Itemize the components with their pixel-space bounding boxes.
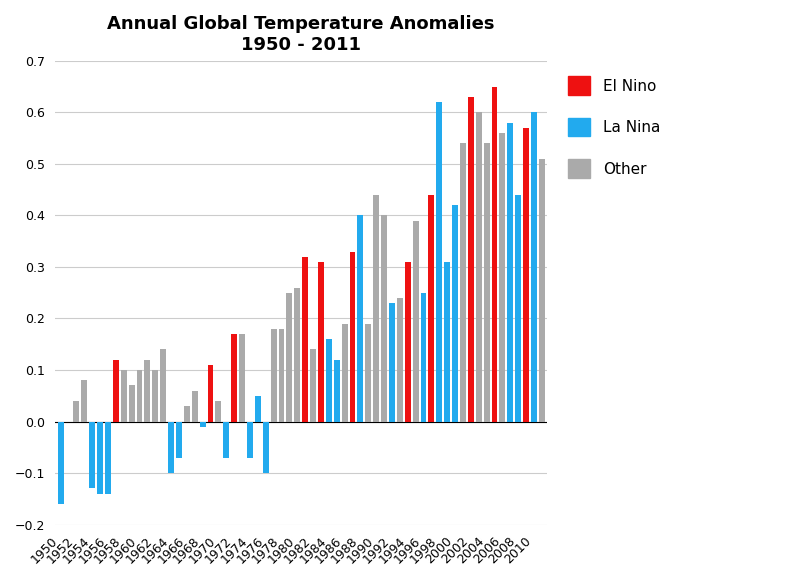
- Bar: [358, 216, 363, 422]
- Bar: [310, 349, 316, 422]
- Bar: [176, 422, 182, 458]
- Bar: [334, 360, 340, 422]
- Bar: [129, 385, 134, 422]
- Bar: [262, 422, 269, 473]
- Bar: [389, 303, 395, 422]
- Bar: [421, 293, 426, 422]
- Bar: [255, 396, 261, 422]
- Title: Annual Global Temperature Anomalies
1950 - 2011: Annual Global Temperature Anomalies 1950…: [107, 15, 495, 54]
- Bar: [200, 422, 206, 426]
- Bar: [484, 144, 490, 422]
- Bar: [74, 401, 79, 422]
- Bar: [523, 128, 529, 422]
- Bar: [247, 422, 253, 458]
- Legend: El Nino, La Nina, Other: El Nino, La Nina, Other: [560, 69, 668, 185]
- Bar: [531, 113, 537, 422]
- Bar: [413, 221, 418, 422]
- Bar: [294, 288, 300, 422]
- Bar: [278, 329, 285, 422]
- Bar: [499, 133, 506, 422]
- Bar: [97, 422, 103, 494]
- Bar: [342, 324, 347, 422]
- Bar: [58, 422, 63, 504]
- Bar: [82, 381, 87, 422]
- Bar: [160, 349, 166, 422]
- Bar: [302, 257, 308, 422]
- Bar: [90, 422, 95, 489]
- Bar: [231, 334, 237, 422]
- Bar: [405, 262, 410, 422]
- Bar: [429, 195, 434, 422]
- Bar: [460, 144, 466, 422]
- Bar: [507, 123, 514, 422]
- Bar: [168, 422, 174, 473]
- Bar: [381, 216, 387, 422]
- Bar: [452, 205, 458, 422]
- Bar: [145, 360, 150, 422]
- Bar: [270, 329, 277, 422]
- Bar: [444, 262, 450, 422]
- Bar: [286, 293, 292, 422]
- Bar: [397, 298, 403, 422]
- Bar: [152, 370, 158, 422]
- Bar: [468, 97, 474, 422]
- Bar: [436, 102, 442, 422]
- Bar: [318, 262, 324, 422]
- Bar: [374, 195, 379, 422]
- Bar: [121, 370, 126, 422]
- Bar: [105, 422, 111, 494]
- Bar: [192, 390, 198, 422]
- Bar: [476, 113, 482, 422]
- Bar: [366, 324, 371, 422]
- Bar: [184, 406, 190, 422]
- Bar: [515, 195, 521, 422]
- Bar: [113, 360, 119, 422]
- Bar: [491, 87, 498, 422]
- Bar: [137, 370, 142, 422]
- Bar: [326, 339, 332, 422]
- Bar: [215, 401, 222, 422]
- Bar: [239, 334, 245, 422]
- Bar: [539, 159, 545, 422]
- Bar: [350, 252, 355, 422]
- Bar: [207, 365, 214, 422]
- Bar: [223, 422, 230, 458]
